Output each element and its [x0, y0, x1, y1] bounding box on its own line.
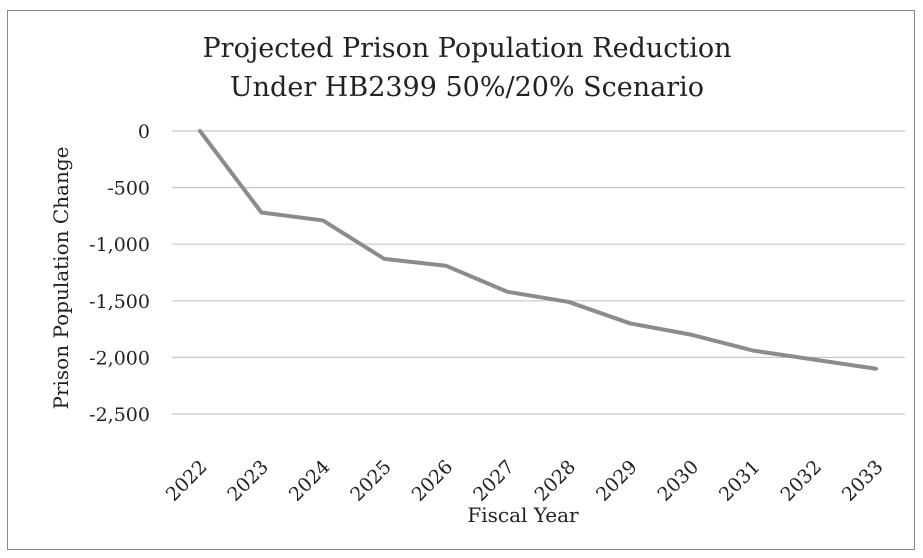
y-tick-label: 0 — [138, 121, 150, 143]
x-tick-label: 2033 — [838, 456, 888, 506]
y-tick-label: -1,500 — [89, 291, 150, 313]
y-tick-label: -500 — [107, 178, 150, 200]
x-tick-label: 2022 — [162, 456, 212, 506]
chart-frame — [7, 10, 915, 550]
x-tick-label: 2029 — [592, 456, 642, 506]
y-axis-label: Prison Population Change — [49, 147, 73, 410]
x-tick-label: 2030 — [653, 456, 703, 506]
y-tick-label: -2,000 — [89, 347, 150, 369]
chart-title-line-2: Under HB2399 50%/20% Scenario — [230, 72, 704, 103]
x-tick-label: 2025 — [346, 456, 396, 506]
x-tick-label: 2032 — [776, 456, 826, 506]
chart-title-line-1: Projected Prison Population Reduction — [203, 33, 732, 64]
x-tick-label: 2024 — [285, 456, 335, 506]
x-tick-label: 2028 — [531, 456, 581, 506]
x-tick-label: 2023 — [223, 456, 273, 506]
x-axis-label: Fiscal Year — [467, 503, 579, 527]
y-tick-label: -1,000 — [89, 234, 150, 256]
x-tick-label: 2026 — [408, 456, 458, 506]
x-tick-label: 2027 — [469, 456, 519, 506]
x-tick-label: 2031 — [715, 456, 765, 506]
y-tick-label: -2,500 — [89, 404, 150, 426]
series-line — [198, 129, 878, 371]
